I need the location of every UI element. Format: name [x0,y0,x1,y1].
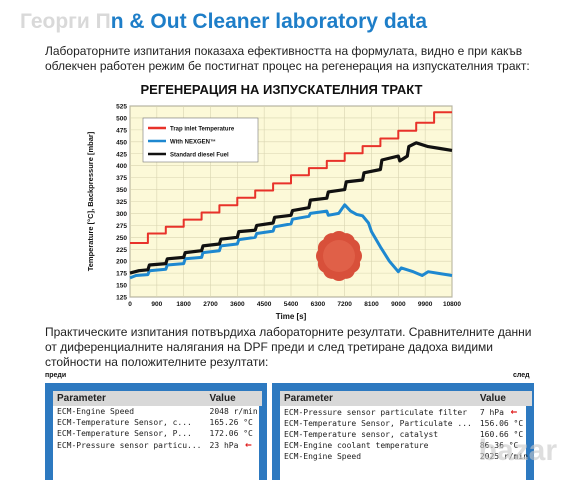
x-tick-label: 0 [128,301,132,308]
value-cell: 2048 r/min [209,407,258,416]
value-cell: 7 hPa ← [479,405,518,418]
table-row: ECM-Temperature sensor, catalyst 160.66 °… [280,429,532,440]
value-cell: 23 hPa ← [209,438,252,451]
parameter-cell: ECM-Engine coolant temperature [284,441,429,450]
intro-paragraph: Лабораторните изпитания показаха ефектив… [45,44,530,73]
x-tick-label: 7200 [337,301,352,308]
red-arrow-icon: ← [238,438,252,451]
before-label: преди [45,372,67,379]
author-watermark: Георги П [20,10,111,33]
table-row: ECM-Engine coolant temperature 86.36 °C [280,440,532,451]
table-row: ECM-Pressure sensor particu... 23 hPa ← [53,439,262,451]
after-label: след [513,372,530,379]
table-row: ECM-Engine Speed 2048 r/min [53,406,262,417]
parameter-cell: ECM-Temperature Sensor, c... [57,418,192,427]
parameter-cell: ECM-Temperature Sensor, Particulate ... [284,419,472,428]
y-axis-label: Temperature [°C], Backpressure [mbar] [86,131,95,271]
x-tick-label: 4500 [257,301,272,308]
x-axis-label: Time [s] [276,312,307,321]
before-col-value: Value [205,391,262,406]
y-tick-label: 200 [116,259,127,266]
red-arrow-icon: ← [503,405,518,418]
parameter-cell: ECM-Pressure sensor particu... [57,440,202,450]
y-tick-label: 425 [116,151,127,158]
table-row: ECM-Temperature Sensor, Particulate ... 1… [280,418,532,429]
molecule-graphic [316,231,362,281]
y-tick-label: 375 [116,175,127,182]
y-tick-label: 225 [116,247,127,254]
y-tick-label: 300 [116,211,127,218]
y-tick-label: 175 [116,271,127,278]
table-row: ECM-Temperature Sensor, P... 172.06 °C [53,428,262,439]
legend-label: Trap inlet Temperature [170,127,235,133]
value-cell: 172.06 °C [209,429,253,438]
y-tick-label: 475 [116,127,127,134]
value-cell: 160.66 °C [479,430,524,439]
parameter-cell: ECM-Engine Speed [57,407,135,416]
value-cell: 86.36 °C [479,441,519,450]
parameter-cell: ECM-Engine Speed [284,452,362,461]
x-tick-label: 2700 [203,301,218,308]
parameter-cell: ECM-Pressure sensor particulate filter [284,407,468,417]
after-table: Parameter Value ECM-Pressure sensor parti… [280,391,533,462]
before-table: Parameter Value ECM-Engine Speed 2048 r/mi… [53,391,262,451]
title-text: n & Out Cleaner laboratory data [110,10,427,33]
series-line-3 [129,141,453,275]
legend-label: Standard diesel Fuel [170,153,229,159]
table-row: ECM-Temperature Sensor, c... 165.26 °C [53,417,262,428]
y-tick-label: 350 [116,187,127,194]
y-tick-label: 450 [116,139,127,146]
molecule-sphere [323,240,355,272]
table-row: ECM-Pressure sensor particulate filter 7 … [280,406,532,418]
after-col-parameter: Parameter [280,391,476,406]
x-tick-label: 900 [151,301,162,308]
x-tick-label: 9000 [391,301,406,308]
x-tick-label: 5400 [284,301,299,308]
parameter-cell: ECM-Temperature Sensor, P... [57,429,192,438]
series-line-1 [130,111,452,244]
parameter-cell: ECM-Temperature sensor, catalyst [284,430,439,439]
x-tick-label: 6300 [311,301,326,308]
before-panel: Parameter Value ECM-Engine Speed 2048 r/mi… [45,383,267,480]
y-tick-label: 525 [116,104,127,111]
x-tick-label: 10800 [443,301,461,308]
chart-title: РЕГЕНЕРАЦИЯ НА ИЗПУСКАТЕЛНИЯ ТРАКТ [140,82,423,97]
bazar-watermark: bazar [478,434,557,467]
value-cell: 165.26 °C [209,418,253,427]
y-tick-label: 125 [116,295,127,302]
value-cell: 2025 r/min [479,452,529,461]
table-row: ECM-Engine Speed 2025 r/min [280,451,532,462]
legend-label: With NEXGEN™ [170,139,216,146]
x-tick-label: 1800 [176,301,191,308]
value-cell: 156.06 °C [479,419,524,428]
x-tick-label: 9900 [418,301,433,308]
results-paragraph: Практическите изпитания потвърдиха лабор… [45,325,532,369]
regeneration-chart: 125 150 175 200 225 250 275 300 325 350 375 400 425 4… [86,104,461,322]
x-tick-label: 8100 [364,301,379,308]
y-tick-label: 150 [116,283,127,290]
after-panel: Parameter Value ECM-Pressure sensor parti… [272,383,534,480]
y-tick-label: 325 [116,199,127,206]
series-line-2 [129,203,453,280]
page-title: Георги Пn & Out Cleaner laboratory data [20,10,427,34]
x-tick-label: 3600 [230,301,245,308]
y-tick-label: 400 [116,163,127,170]
y-tick-label: 275 [116,223,127,230]
y-tick-label: 250 [116,235,127,242]
before-col-parameter: Parameter [53,391,206,406]
y-tick-label: 500 [116,115,127,122]
after-col-value: Value [475,391,533,406]
